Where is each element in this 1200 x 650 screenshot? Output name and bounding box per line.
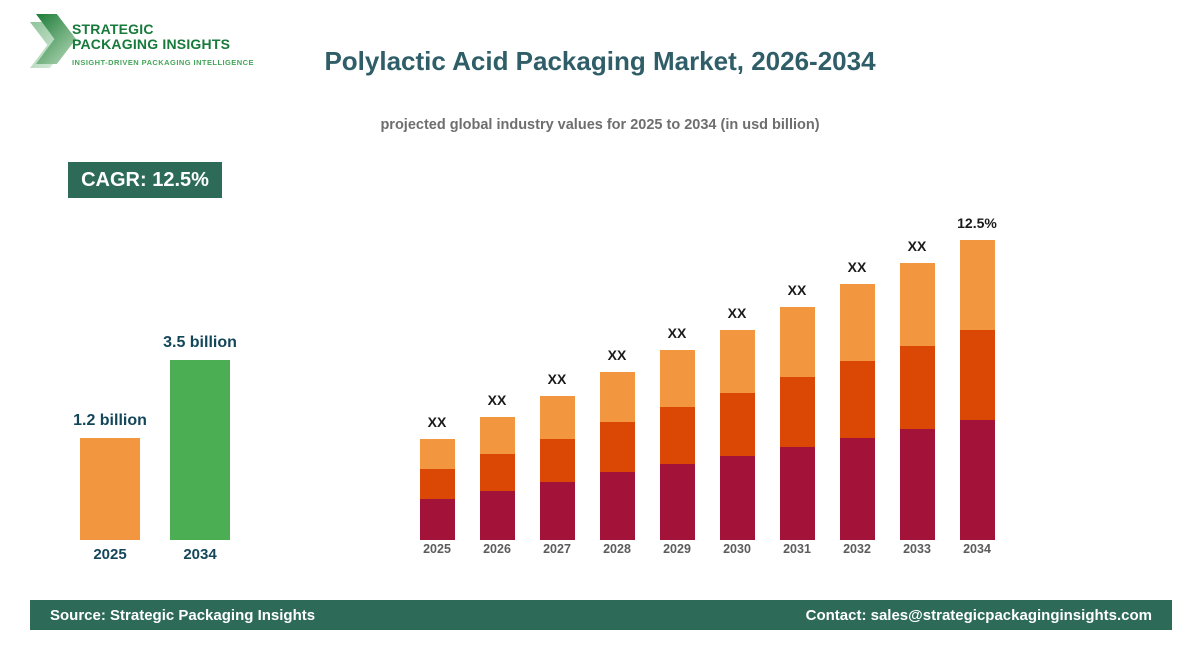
value-label-2025: 1.2 billion [73, 412, 147, 429]
segment-bottom [839, 438, 875, 540]
stacked-bar-column-2027: XX [527, 371, 587, 540]
logo-tagline: INSIGHT-DRIVEN PACKAGING INTELLIGENCE [72, 58, 254, 67]
bar-value-label: XX [547, 371, 567, 387]
stacked-bar-2034 [959, 240, 995, 540]
segment-top [959, 240, 995, 330]
axis-label-2028: 2028 [603, 542, 631, 556]
axis-label-2034: 2034 [963, 542, 991, 556]
segment-middle [899, 346, 935, 429]
bar-value-label: XX [487, 392, 507, 408]
stacked-bar-2032 [839, 284, 875, 540]
axis-label-2027: 2027 [543, 542, 571, 556]
segment-bottom [419, 499, 455, 540]
segment-middle [479, 454, 515, 491]
segment-middle [419, 469, 455, 499]
bar-2034 [170, 360, 230, 540]
segment-bottom [479, 491, 515, 540]
stacked-bar-column-2031: XX [767, 282, 827, 540]
bar-value-label: XX [667, 325, 687, 341]
segment-bottom [539, 482, 575, 540]
segment-middle [719, 393, 755, 456]
segment-middle [539, 439, 575, 482]
segment-top [779, 307, 815, 377]
axis-label-2026: 2026 [483, 542, 511, 556]
bar-value-label: XX [907, 238, 927, 254]
segment-top [419, 439, 455, 469]
footer-source: Source: Strategic Packaging Insights [50, 606, 316, 624]
axis-label-2029: 2029 [663, 542, 691, 556]
stacked-bar-2033 [899, 263, 935, 540]
value-label-2034: 3.5 billion [163, 334, 237, 351]
stacked-bar-column-2032: XX [827, 259, 887, 540]
stacked-bar-2026 [479, 417, 515, 540]
segment-bottom [719, 456, 755, 540]
cagr-badge: CAGR: 12.5% [68, 162, 222, 198]
bar-value-label: 12.5% [957, 215, 997, 231]
logo: STRATEGIC PACKAGING INSIGHTS INSIGHT-DRI… [28, 12, 268, 72]
bar-value-label: XX [787, 282, 807, 298]
axis-label-2034: 2034 [183, 546, 217, 563]
bar-2025 [80, 438, 140, 540]
stacked-bar-column-2033: XX [887, 238, 947, 540]
axis-label-2032: 2032 [843, 542, 871, 556]
stacked-bar-2030 [719, 330, 755, 540]
segment-top [899, 263, 935, 346]
axis-label-2025: 2025 [93, 546, 127, 563]
segment-top [659, 350, 695, 407]
axis-label-2030: 2030 [723, 542, 751, 556]
bar-value-label: XX [427, 414, 447, 430]
segment-top [599, 372, 635, 422]
stacked-bar-column-2026: XX [467, 392, 527, 540]
axis-label-2033: 2033 [903, 542, 931, 556]
segment-middle [839, 361, 875, 438]
axis-label-2031: 2031 [783, 542, 811, 556]
bar-value-label: XX [847, 259, 867, 275]
page-title: Polylactic Acid Packaging Market, 2026-2… [324, 46, 876, 76]
stacked-bar-2029 [659, 350, 695, 540]
segment-top [719, 330, 755, 393]
stacked-bar-column-2030: XX [707, 305, 767, 540]
stacked-bar-column-2034: 12.5% [947, 215, 1007, 540]
projection-by-year-chart: XX 2025 XX 2026 XX 2027 XX 2028 XX 2029 XX 2030 XX 20… [407, 190, 1007, 556]
bar-value-label: XX [727, 305, 747, 321]
segment-middle [599, 422, 635, 472]
stacked-bar-column-2025: XX [407, 414, 467, 540]
logo-line2: PACKAGING INSIGHTS [72, 35, 231, 52]
footer-contact: Contact: sales@strategicpackaginginsight… [805, 606, 1152, 624]
axis-label-2025: 2025 [423, 542, 451, 556]
segment-top [479, 417, 515, 454]
segment-bottom [959, 420, 995, 540]
segment-bottom [599, 472, 635, 540]
stacked-bar-2028 [599, 372, 635, 540]
segment-middle [659, 407, 695, 464]
stacked-bar-2027 [539, 396, 575, 540]
segment-top [539, 396, 575, 439]
segment-top [839, 284, 875, 361]
segment-bottom [659, 464, 695, 540]
logo-line1: STRATEGIC [72, 21, 154, 37]
segment-middle [779, 377, 815, 447]
growth-summary-chart: 1.2 billion 3.5 billion 2025 2034 [50, 300, 260, 563]
bar-value-label: XX [607, 347, 627, 363]
stacked-bar-2031 [779, 307, 815, 540]
segment-middle [959, 330, 995, 420]
stacked-bar-column-2029: XX [647, 325, 707, 540]
footer-bar: Source: Strategic Packaging Insights Con… [30, 600, 1172, 630]
segment-bottom [779, 447, 815, 540]
page-subtitle: projected global industry values for 202… [380, 117, 820, 133]
segment-bottom [899, 429, 935, 540]
logo-text: STRATEGIC PACKAGING INSIGHTS INSIGHT-DRI… [72, 22, 254, 67]
stacked-bar-2025 [419, 439, 455, 540]
stacked-bar-column-2028: XX [587, 347, 647, 540]
